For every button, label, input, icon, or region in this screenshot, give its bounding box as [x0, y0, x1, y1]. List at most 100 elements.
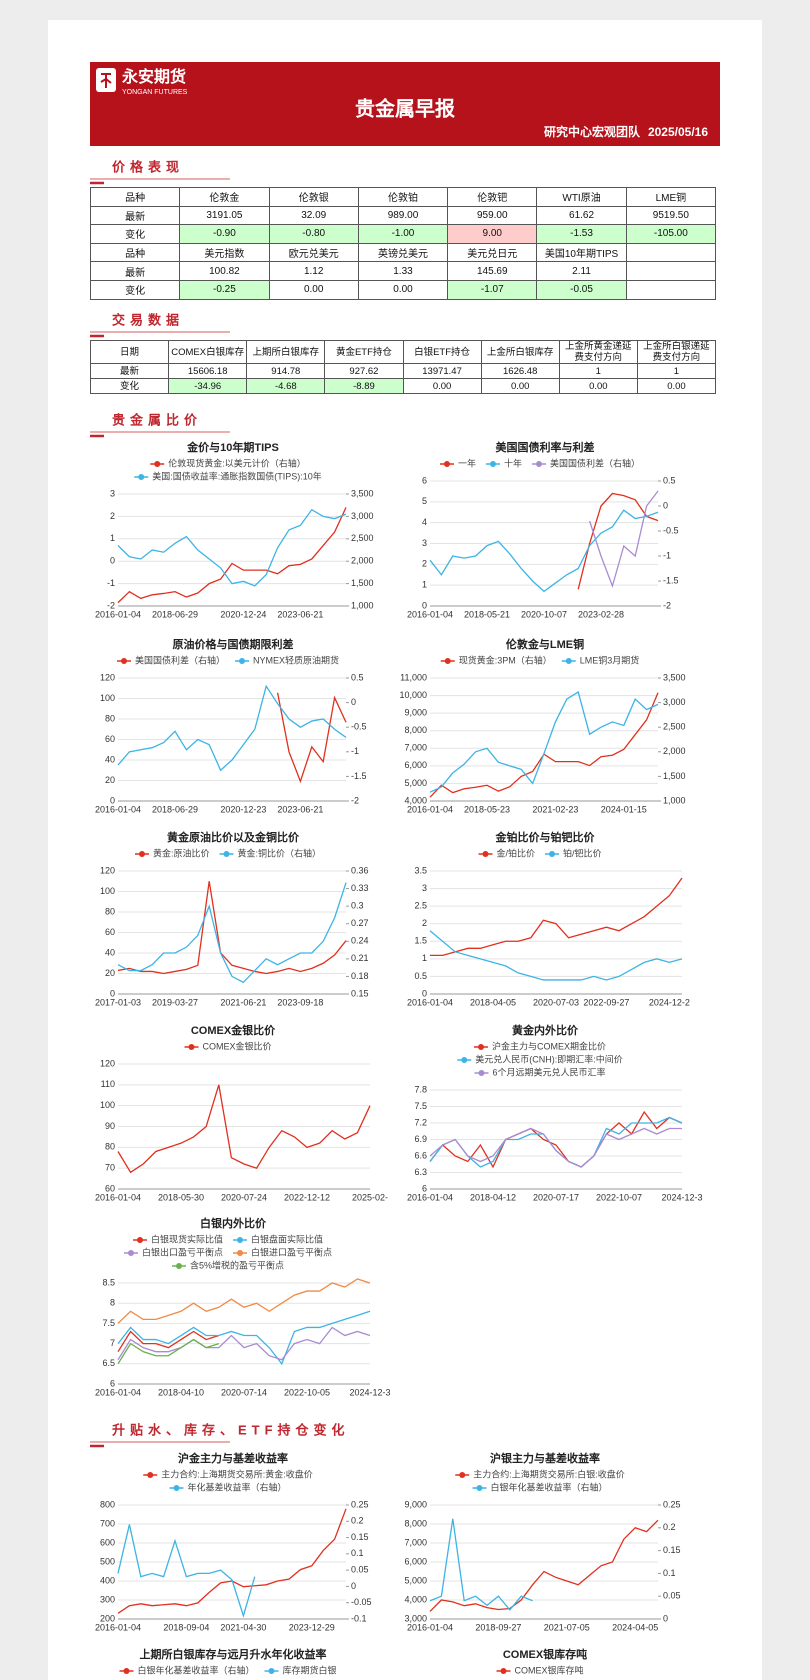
- legend-item: NYMEX轻质原油期货: [235, 654, 339, 665]
- legend-label: 6个月远期美元兑人民币汇率: [492, 1066, 605, 1077]
- legend-label: 主力合约:上海期货交易所:黄金:收盘价: [161, 1468, 313, 1479]
- table-cell: 1: [558, 363, 638, 379]
- y2-tick-label: 0: [351, 697, 356, 707]
- y-tick-label: 60: [105, 927, 115, 937]
- table-cell: 1626.48: [480, 363, 560, 379]
- y-tick-label: 100: [100, 1100, 115, 1110]
- legend-item: 白银进口盈亏平衡点: [233, 1246, 332, 1257]
- legend-dot: [136, 1237, 143, 1243]
- y-tick-label: 6.6: [414, 1150, 427, 1160]
- table-cell: 伦敦铂: [357, 187, 449, 207]
- table-cell: 美国10年期TIPS: [536, 242, 627, 263]
- series-line: [429, 1127, 682, 1168]
- x-tick-label: 2020-07-17: [533, 1192, 579, 1202]
- table-cell: -1.07: [447, 279, 538, 300]
- y-tick-label: 7.8: [414, 1084, 427, 1094]
- x-tick-label: 2016-01-04: [95, 1622, 141, 1632]
- table-row: 变化 -34.96 -4.68 -8.89 0.00 0.00 0.00 0.00: [89, 378, 717, 394]
- x-tick-label: 2021-04-30: [220, 1622, 266, 1632]
- legend-dot: [138, 851, 145, 857]
- series-line: [429, 509, 659, 593]
- y-tick-label: 4,000: [404, 795, 427, 805]
- series-line: [276, 692, 347, 784]
- chart-title: 上期所白银库存与远月升水年化收益率: [140, 1647, 327, 1661]
- x-tick-label: 2020-12-24: [220, 609, 266, 619]
- legend-dot: [239, 658, 245, 664]
- table-cell: 伦敦钯: [447, 187, 538, 207]
- y2-tick-label: 2,500: [351, 533, 374, 543]
- table-cell: 上金所黄金递延费支付方向: [558, 340, 638, 364]
- y-tick-label: 5,000: [404, 778, 427, 788]
- legend-dot: [444, 658, 451, 664]
- table-cell: 0.00: [636, 378, 717, 394]
- y2-tick-label: 3,000: [663, 697, 686, 707]
- series-line: [117, 1326, 371, 1361]
- y-tick-label: 11,000: [400, 672, 427, 682]
- y-tick-label: 4,000: [404, 1594, 427, 1604]
- table-cell: 32.09: [268, 205, 359, 226]
- y2-tick-label: 0.33: [351, 883, 369, 893]
- x-tick-label: 2024-12-3: [661, 1192, 702, 1202]
- legend-label: 白银年化基差收益率（右轴）: [137, 1664, 254, 1675]
- table-cell: 9519.50: [625, 205, 717, 226]
- table-row: 最新 3191.05 32.09 989.00 959.00 61.62 9519.50: [89, 205, 717, 226]
- legend-label: COMEX银库存吨: [514, 1664, 583, 1675]
- x-tick-label: 2016-01-04: [407, 1622, 453, 1632]
- x-tick-label: 2022-09-27: [583, 997, 629, 1007]
- legend-item: 黄金:铜比价（右轴）: [219, 847, 321, 858]
- legend-dot: [138, 474, 145, 480]
- y-tick-label: 90: [105, 1121, 115, 1131]
- y2-tick-label: 0.05: [351, 1565, 369, 1575]
- legend-label: 美国国债利差（右轴）: [135, 654, 225, 665]
- y-tick-label: 110: [101, 1079, 115, 1089]
- legend-item: COMEX金银比价: [184, 1040, 272, 1051]
- x-tick-label: 2018-09-04: [163, 1622, 209, 1632]
- legend-label: 铂/钯比价: [563, 847, 602, 858]
- y-tick-label: 8: [110, 1298, 115, 1308]
- legend-dot: [175, 1263, 182, 1269]
- x-tick-label: 2021-06-21: [220, 997, 266, 1007]
- x-tick-label: 2024-12-3: [349, 1387, 390, 1397]
- y-tick-label: 400: [100, 1575, 115, 1585]
- table-cell: 最新: [89, 261, 181, 281]
- legend-item: 沪金主力与COMEX期金比价: [473, 1040, 606, 1051]
- report-date: 2025/05/16: [648, 125, 708, 139]
- x-tick-label: 2016-01-04: [407, 609, 453, 619]
- x-tick-label: 2020-07-03: [533, 997, 579, 1007]
- y-tick-label: 7.2: [414, 1117, 427, 1127]
- y2-tick-label: 0.15: [351, 1532, 369, 1542]
- y-tick-label: 3: [422, 538, 427, 548]
- table-cell: 13971.47: [402, 363, 482, 379]
- section-title: 价格表现: [112, 159, 184, 174]
- y-tick-label: 300: [100, 1594, 115, 1604]
- table-row: 品种 伦敦金 伦敦银 伦敦铂 伦敦钯 WTI原油 LME铜: [89, 187, 717, 207]
- table-cell: 最新: [89, 205, 181, 226]
- y2-tick-label: -0.1: [351, 1613, 367, 1623]
- table-cell: 美元指数: [179, 242, 270, 263]
- legend-item: 金/铂比价: [478, 847, 535, 858]
- y-tick-label: 7.5: [414, 1101, 427, 1111]
- y-tick-label: 1: [422, 580, 427, 590]
- legend-item: 主力合约:上海期货交易所:白银:收盘价: [455, 1468, 625, 1479]
- series-line: [429, 1110, 683, 1169]
- chart-title: 金铂比价与铂钯比价: [495, 830, 596, 844]
- table-cell: 最新: [89, 363, 170, 379]
- table-cell: 100.82: [179, 261, 270, 281]
- table-cell: 0.00: [357, 279, 449, 300]
- chart-title: COMEX金银比价: [191, 1023, 276, 1037]
- legend-dot: [223, 851, 230, 857]
- y2-tick-label: 2,500: [663, 722, 686, 732]
- table-cell: 989.00: [357, 205, 449, 226]
- y-tick-label: 80: [105, 906, 115, 916]
- report-title: 贵金属早报: [355, 96, 455, 120]
- y-tick-label: 200: [100, 1613, 115, 1623]
- y2-tick-label: -2: [663, 600, 671, 610]
- legend-label: 十年: [504, 457, 522, 468]
- y-tick-label: 60: [105, 734, 115, 744]
- table-cell: 美元兑日元: [447, 242, 538, 263]
- table-cell: 959.00: [447, 205, 538, 226]
- chart-title: 原油价格与国债期限利差: [173, 637, 294, 651]
- trade-table: 日期 COMEX白银库存 上期所白银库存 黄金ETF持仓 白银ETF持仓 上金所白银库存上…: [89, 340, 717, 394]
- legend-item: 白银盘面实际比值: [233, 1233, 323, 1244]
- legend-dot: [476, 1485, 483, 1491]
